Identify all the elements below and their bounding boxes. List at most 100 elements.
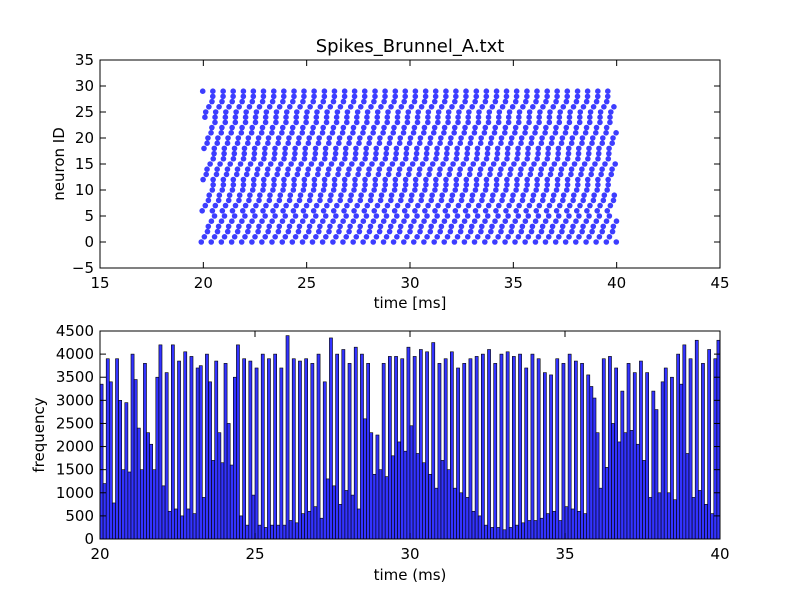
- spike-point: [401, 98, 408, 105]
- spike-point: [242, 234, 248, 240]
- histogram-bar: [211, 460, 216, 540]
- histogram-bar: [164, 372, 169, 540]
- spike-point: [364, 202, 371, 209]
- spike-point: [436, 171, 443, 178]
- histogram-bar: [515, 524, 519, 540]
- spike-point: [313, 114, 320, 120]
- spike-point: [374, 114, 381, 120]
- spike-point: [435, 119, 441, 126]
- spike-point: [557, 109, 563, 115]
- spike-point: [545, 213, 552, 219]
- spike-point: [448, 135, 454, 141]
- spike-point: [515, 150, 521, 157]
- spike-point: [395, 171, 402, 178]
- spike-point: [576, 213, 582, 219]
- spike-point: [367, 197, 374, 204]
- spike-point: [465, 119, 471, 126]
- spike-point: [292, 145, 298, 152]
- raster-y-ticks: −5 0 5 10 15 20 25 30 35: [72, 51, 720, 277]
- spike-point: [506, 109, 513, 115]
- histogram-bar: [189, 356, 194, 540]
- spike-point: [240, 182, 247, 188]
- spike-point: [296, 135, 302, 141]
- spike-point: [575, 145, 582, 152]
- histogram-bar: [657, 492, 662, 540]
- spike-point: [564, 208, 570, 214]
- spike-point: [271, 150, 278, 157]
- spike-point: [251, 156, 257, 162]
- histogram-y-label: frequency: [30, 397, 48, 472]
- spike-point: [381, 208, 388, 214]
- spike-point: [431, 239, 437, 245]
- histogram-bar: [226, 423, 231, 540]
- spike-point: [398, 197, 404, 204]
- spike-point: [360, 124, 367, 131]
- spike-point: [273, 202, 279, 209]
- spike-point: [310, 124, 316, 131]
- spike-point: [399, 161, 406, 167]
- spike-point: [394, 119, 401, 126]
- spike-point: [300, 98, 306, 105]
- raster-y-label: neuron ID: [50, 127, 68, 201]
- spike-point: [613, 130, 619, 136]
- histogram-bar: [704, 504, 708, 540]
- spike-point: [353, 213, 360, 219]
- spike-point: [229, 98, 236, 105]
- spike-point: [252, 234, 258, 240]
- histogram-bar: [214, 360, 219, 540]
- spike-point: [341, 93, 348, 100]
- spike-point: [320, 187, 327, 193]
- histogram-bar: [186, 508, 191, 540]
- spike-point: [522, 124, 529, 131]
- histogram-bar: [174, 508, 178, 540]
- spike-point: [570, 197, 576, 204]
- spike-point: [385, 171, 392, 178]
- spike-point: [401, 218, 407, 224]
- histogram-bar: [276, 524, 281, 540]
- spike-point: [210, 182, 216, 188]
- spike-point: [447, 140, 454, 146]
- spike-point: [393, 150, 399, 157]
- spike-point: [428, 197, 435, 204]
- spike-point: [236, 197, 242, 204]
- spike-point: [342, 145, 349, 152]
- spike-point: [550, 104, 557, 110]
- histogram-bar: [332, 485, 336, 540]
- spike-point: [526, 109, 533, 115]
- spike-point: [574, 93, 581, 100]
- spike-point: [595, 176, 601, 183]
- spike-point: [356, 140, 362, 146]
- spike-point: [231, 213, 238, 219]
- spike-point: [568, 166, 575, 172]
- spike-point: [248, 130, 255, 136]
- spike-point: [412, 93, 419, 100]
- spike-point: [350, 218, 357, 224]
- spike-point: [606, 213, 613, 219]
- spike-point: [384, 119, 391, 126]
- spike-point: [547, 171, 554, 178]
- spike-point: [445, 119, 451, 126]
- spike-point: [387, 135, 394, 141]
- spike-point: [290, 187, 297, 193]
- spike-point: [493, 93, 500, 100]
- histogram-bar: [679, 383, 684, 540]
- spike-point: [585, 150, 592, 157]
- spike-point: [331, 182, 338, 188]
- spike-point: [504, 182, 510, 188]
- spike-point: [451, 218, 458, 224]
- spike-point: [600, 223, 607, 230]
- spike-point: [269, 239, 275, 245]
- spike-point: [452, 208, 459, 214]
- spike-point: [431, 98, 438, 105]
- spike-point: [483, 93, 490, 100]
- spike-point: [592, 161, 598, 167]
- spike-point: [423, 156, 429, 162]
- spike-point: [423, 182, 429, 188]
- spike-point: [275, 140, 281, 146]
- histogram-bar: [130, 353, 135, 540]
- spike-point: [246, 223, 252, 230]
- spike-point: [473, 176, 480, 183]
- spike-point: [201, 145, 207, 152]
- spike-point: [482, 98, 489, 105]
- spike-point: [372, 176, 379, 183]
